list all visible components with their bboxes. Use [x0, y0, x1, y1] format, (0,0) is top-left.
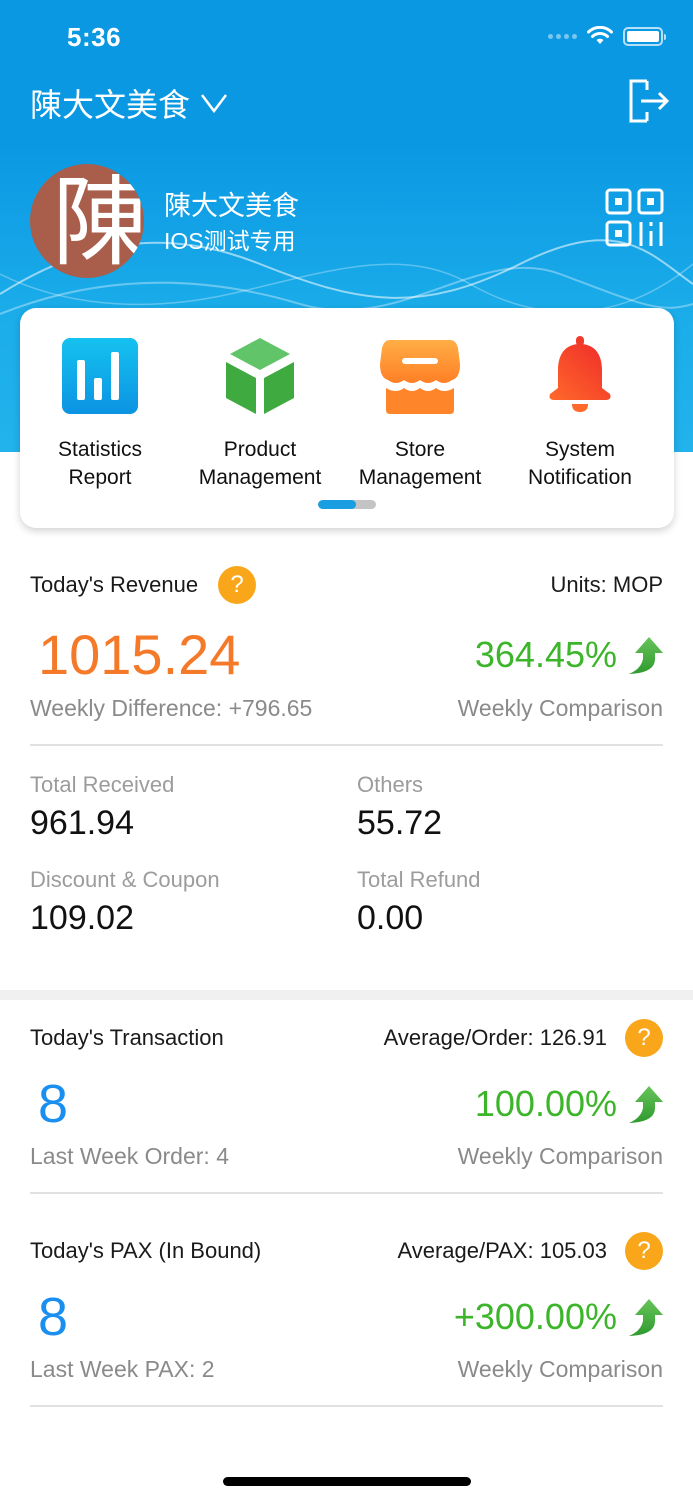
- help-icon[interactable]: ?: [625, 1019, 663, 1057]
- breakdown-total-refund: Total Refund 0.00: [357, 867, 481, 937]
- store-subtitle: IOS测试专用: [164, 228, 296, 254]
- revenue-amount: 1015.24: [38, 623, 241, 686]
- menu-item-label: Statistics Report: [57, 438, 143, 489]
- home-indicator[interactable]: [223, 1477, 471, 1486]
- bell-icon: [549, 336, 611, 412]
- pax-comparison-pct: +300.00%: [453, 1296, 617, 1337]
- average-per-order: Average/Order: 126.91: [383, 1025, 607, 1050]
- menu-item-label: Product Management: [198, 438, 322, 489]
- transaction-title: Today's Transaction: [30, 1025, 224, 1050]
- arrow-up-icon: [629, 1086, 663, 1123]
- section-separator: [0, 990, 693, 1000]
- pax-section: Today's PAX (In Bound) Average/PAX: 105.…: [30, 1232, 663, 1407]
- menu-item-store-management[interactable]: Store Management: [340, 308, 500, 498]
- status-time: 5:36: [67, 22, 122, 52]
- arrow-up-icon: [629, 1299, 663, 1336]
- divider: [30, 744, 663, 746]
- wifi-icon: [587, 26, 613, 44]
- comparison-label: Weekly Comparison: [457, 1143, 663, 1169]
- menu-item-label: Store Management: [358, 438, 482, 489]
- page-indicator[interactable]: [318, 500, 376, 509]
- status-indicators: [548, 26, 666, 46]
- breakdown-others: Others 55.72: [357, 772, 443, 842]
- units-label: Units: MOP: [550, 572, 663, 597]
- revenue-breakdown: Total Received 961.94 Others 55.72 Disco…: [30, 772, 663, 938]
- pax-title: Today's PAX (In Bound): [30, 1238, 262, 1263]
- store-switcher-label: 陳大文美食: [30, 87, 191, 123]
- comparison-label: Weekly Comparison: [457, 1356, 663, 1382]
- cube-icon: [226, 338, 294, 414]
- chevron-down-icon: [201, 94, 228, 114]
- transaction-count: 8: [38, 1074, 69, 1134]
- average-per-pax: Average/PAX: 105.03: [397, 1238, 607, 1263]
- menu-item-label: System Notification: [528, 438, 632, 489]
- battery-icon: [623, 26, 666, 46]
- qr-code-icon[interactable]: [605, 188, 665, 248]
- top-bar: 5:36 陳大文美食: [0, 0, 693, 144]
- transaction-section: Today's Transaction Average/Order: 126.9…: [30, 1019, 663, 1194]
- comparison-label: Weekly Comparison: [457, 695, 663, 721]
- menu-item-system-notification[interactable]: System Notification: [500, 308, 660, 498]
- cellular-signal-icon: [548, 33, 577, 39]
- last-week-pax: Last Week PAX: 2: [30, 1356, 215, 1382]
- arrow-up-icon: [629, 636, 663, 674]
- help-icon[interactable]: ?: [625, 1232, 663, 1270]
- revenue-title: Today's Revenue: [30, 572, 199, 597]
- breakdown-discount-coupon: Discount & Coupon 109.02: [30, 867, 220, 937]
- revenue-comparison-pct: 364.45%: [474, 633, 617, 675]
- page-indicator-active: [318, 500, 356, 509]
- menu-item-product-management[interactable]: Product Management: [180, 308, 340, 498]
- divider: [30, 1192, 663, 1194]
- quick-menu-card: Statistics Report Product Management: [20, 308, 674, 528]
- logout-icon[interactable]: [625, 78, 671, 124]
- transaction-comparison-pct: 100.00%: [474, 1083, 617, 1124]
- bar-chart-icon: [62, 338, 138, 414]
- help-icon[interactable]: ?: [218, 566, 257, 604]
- store-switcher[interactable]: 陳大文美食: [30, 80, 228, 126]
- last-week-order: Last Week Order: 4: [30, 1143, 229, 1169]
- revenue-section: Today's Revenue ? Units: MOP 1015.24 364…: [30, 566, 663, 938]
- pax-count: 8: [38, 1287, 69, 1347]
- breakdown-total-received: Total Received 961.94: [30, 772, 175, 842]
- weekly-difference: Weekly Difference: +796.65: [30, 695, 313, 721]
- divider: [30, 1405, 663, 1407]
- menu-item-statistics-report[interactable]: Statistics Report: [20, 308, 180, 498]
- store-name: 陳大文美食: [164, 191, 299, 221]
- store-avatar: 陳: [30, 164, 144, 278]
- storefront-icon: [380, 340, 460, 414]
